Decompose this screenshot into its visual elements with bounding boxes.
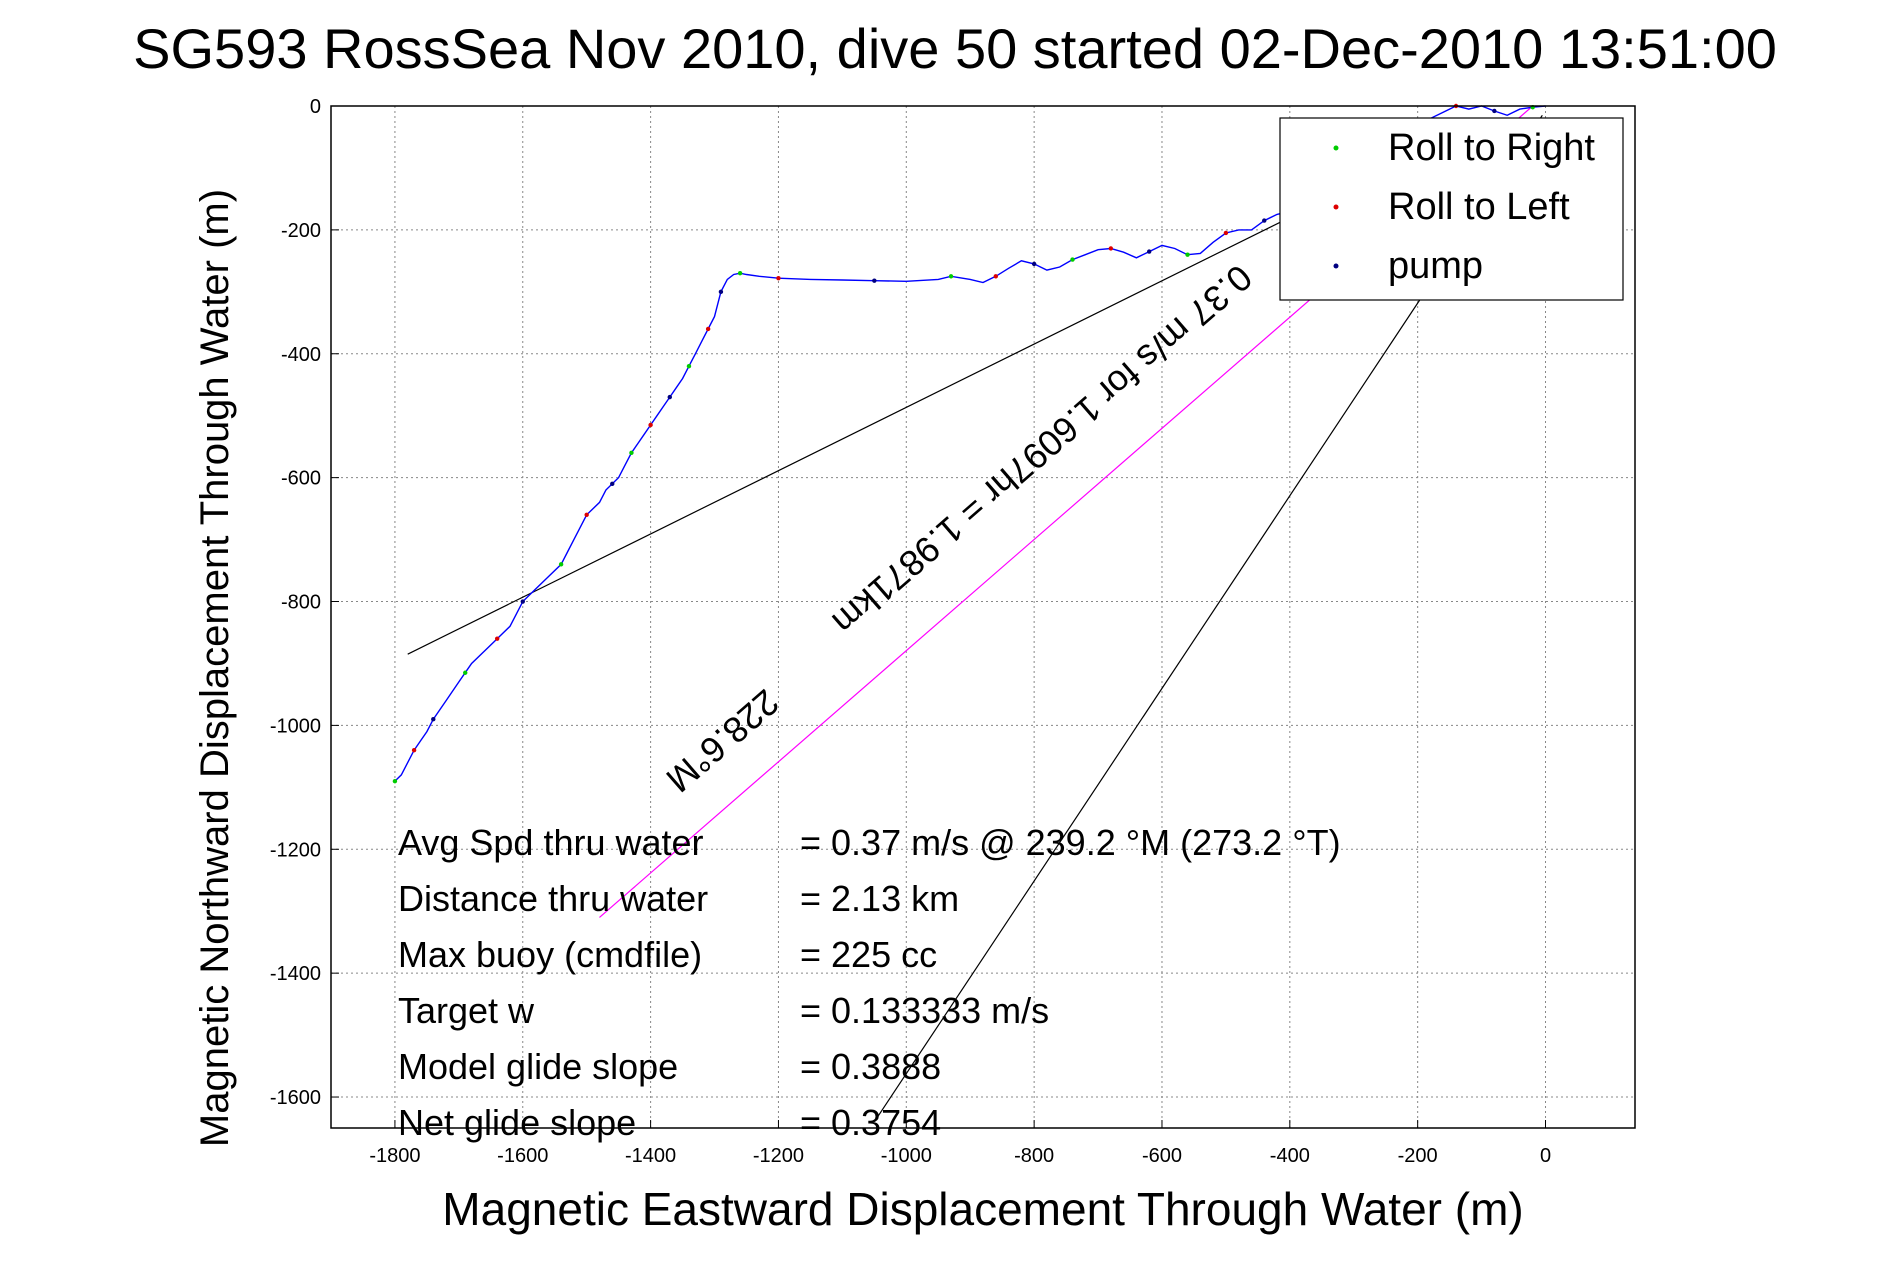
legend-marker: [1333, 263, 1339, 269]
track-point: [993, 274, 998, 279]
track-point: [610, 481, 615, 487]
stats-block: Avg Spd thru water = 0.37 m/s @ 239.2 °M …: [398, 822, 1341, 1143]
legend-label: Roll to Right: [1388, 127, 1595, 169]
track-point: [705, 326, 711, 332]
legend-marker: [1333, 204, 1339, 210]
stat-label: Net glide slope: [398, 1102, 636, 1143]
stat-value: = 0.3754: [800, 1102, 941, 1143]
y-axis-ticks: 0 -200 -400 -600 -800 -1000 -1200 -1400 -1600: [270, 96, 339, 1109]
x-axis-ticks: -1800 -1600 -1400 -1200 -1000 -800 -600 -400 -20…: [369, 1120, 1551, 1167]
x-tick-label: -1200: [753, 1145, 804, 1167]
track-point: [776, 275, 781, 281]
y-tick-label: -600: [281, 468, 321, 490]
x-tick-label: -1400: [625, 1145, 676, 1167]
track-point: [686, 363, 692, 369]
y-axis-label: Magnetic Northward Displacement Through …: [193, 189, 237, 1147]
track-point: [1185, 252, 1190, 257]
track-point: [584, 512, 589, 517]
track-point: [411, 747, 417, 753]
y-tick-label: -1000: [270, 715, 321, 737]
stat-label: Model glide slope: [398, 1046, 678, 1087]
reference-line-0: [407, 216, 1291, 655]
legend: Roll to Right Roll to Left pump: [1279, 117, 1624, 301]
y-tick-label: -1600: [270, 1087, 321, 1109]
legend-marker: [1333, 145, 1339, 151]
track-point: [872, 278, 877, 283]
x-tick-label: -800: [1014, 1145, 1054, 1167]
y-tick-label: -1200: [270, 839, 321, 861]
x-tick-label: -1000: [881, 1145, 932, 1167]
y-tick-label: 0: [310, 96, 321, 118]
track-point: [667, 394, 672, 400]
track-point: [718, 289, 724, 295]
track-point: [629, 450, 634, 456]
x-tick-label: -1800: [369, 1145, 420, 1167]
track-point: [494, 636, 500, 641]
stat-label: Distance thru water: [398, 878, 708, 919]
track-point: [1070, 257, 1075, 262]
track-point: [520, 599, 525, 604]
x-tick-label: -400: [1270, 1145, 1310, 1167]
y-tick-label: -1400: [270, 963, 321, 985]
y-tick-label: -800: [281, 592, 321, 614]
track-point: [463, 670, 468, 675]
x-tick-label: -600: [1142, 1145, 1182, 1167]
track-point: [1031, 261, 1037, 267]
plot-frame: [330, 105, 1636, 1129]
x-axis-label: Magnetic Eastward Displacement Through W…: [442, 1183, 1523, 1235]
stat-value: = 225 cc: [800, 934, 937, 975]
track-point: [1223, 230, 1229, 236]
track-point: [948, 274, 954, 279]
stat-label: Max buoy (cmdfile): [398, 934, 702, 975]
legend-label: pump: [1388, 245, 1483, 287]
track-point: [392, 778, 398, 784]
track-point: [1146, 249, 1152, 254]
stat-value: = 0.3888: [800, 1046, 941, 1087]
track-point: [558, 562, 564, 567]
stat-label: Avg Spd thru water: [398, 822, 704, 863]
legend-label: Roll to Left: [1388, 186, 1570, 228]
track-point: [1262, 218, 1267, 223]
x-tick-label: 0: [1540, 1145, 1551, 1167]
y-tick-label: -400: [281, 344, 321, 366]
x-tick-label: -1600: [497, 1145, 548, 1167]
track-point: [737, 271, 743, 276]
track-point: [648, 422, 653, 428]
stat-label: Target w: [398, 990, 535, 1031]
stat-value: = 0.133333 m/s: [800, 990, 1049, 1031]
track-point: [1108, 246, 1114, 251]
track-point: [431, 717, 436, 722]
stat-value: = 0.37 m/s @ 239.2 °M (273.2 °T): [800, 822, 1341, 863]
y-tick-label: -200: [281, 220, 321, 242]
stat-value: = 2.13 km: [800, 878, 959, 919]
track-point: [1492, 108, 1497, 114]
x-tick-label: -200: [1398, 1145, 1438, 1167]
chart-title: SG593 RossSea Nov 2010, dive 50 started …: [133, 17, 1777, 80]
